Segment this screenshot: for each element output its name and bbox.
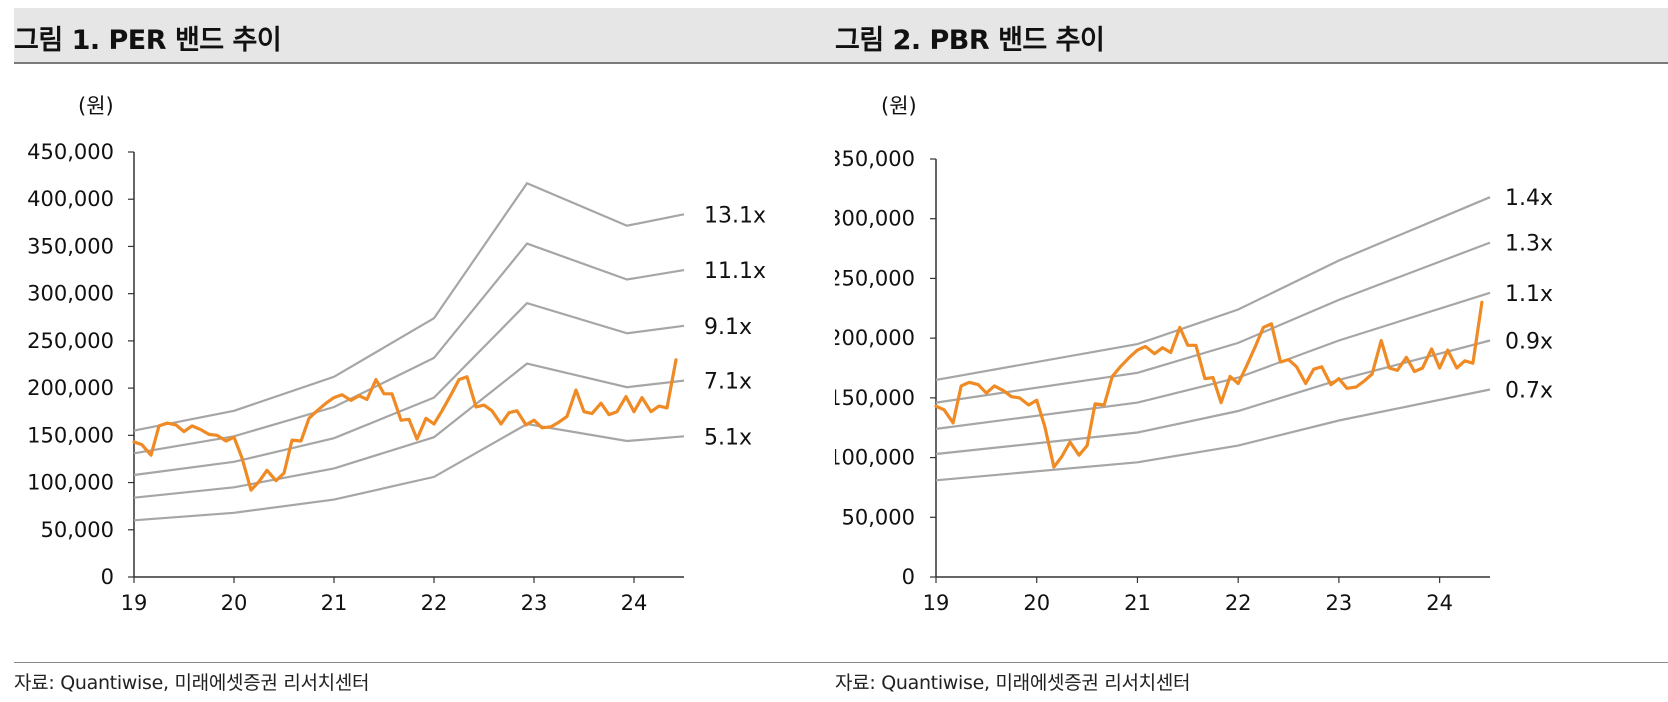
y-tick-label: 150,000	[27, 423, 114, 447]
y-tick-label: 250,000	[27, 329, 114, 353]
y-tick-label: 100,000	[27, 471, 114, 495]
band-line-1-3x	[935, 241, 1491, 404]
y-unit-label: (원)	[881, 94, 917, 118]
x-tick-label: 22	[421, 591, 448, 615]
y-tick-label: 350,000	[835, 147, 915, 171]
source-divider	[835, 662, 1668, 663]
y-tick-label: 200,000	[835, 326, 915, 350]
band-line-13-1x	[133, 181, 685, 432]
x-tick-label: 24	[621, 591, 648, 615]
y-tick-label: 400,000	[27, 187, 114, 211]
y-tick-label: 250,000	[835, 266, 915, 290]
y-tick-label: 0	[101, 565, 114, 589]
band-line-7-1x	[133, 362, 685, 499]
stock-price-line	[934, 300, 1484, 469]
band-label: 5.1x	[704, 425, 752, 450]
per-band-chart: (원) 0 50,000 100,000 150,000 200,000 250,000 30…	[27, 94, 766, 615]
y-tick-label: 300,000	[835, 207, 915, 231]
y-tick-label: 300,000	[27, 282, 114, 306]
source-note: 자료: Quantiwise, 미래에셋증권 리서치센터	[14, 672, 370, 694]
source-divider	[14, 662, 835, 663]
figure-title: 그림 2. PBR 밴드 추이	[835, 25, 1105, 56]
band-label: 9.1x	[704, 315, 752, 340]
x-tick-label: 19	[923, 591, 950, 615]
band-label: 1.4x	[1505, 186, 1553, 211]
pbr-band-figure: 그림 2. PBR 밴드 추이 (원) 0 50,000 100,000 150,000…	[835, 8, 1668, 698]
band-label: 13.1x	[704, 203, 766, 228]
x-tick-label: 21	[1124, 591, 1151, 615]
figure-title-bar: 그림 2. PBR 밴드 추이	[835, 8, 1668, 64]
y-tick-label: 50,000	[842, 505, 915, 529]
band-label: 0.9x	[1505, 330, 1553, 355]
x-tick-label: 20	[221, 591, 248, 615]
x-tick-label: 22	[1225, 591, 1252, 615]
band-line-1-1x	[935, 291, 1491, 430]
y-tick-label: 150,000	[835, 386, 915, 410]
x-tick-label: 19	[121, 591, 148, 615]
per-band-figure: 그림 1. PER 밴드 추이 (원) 0 50,000 100,000 150,000…	[14, 8, 835, 698]
band-label: 1.1x	[1505, 282, 1553, 307]
band-label: 1.3x	[1505, 232, 1553, 257]
band-line-9-1x	[133, 301, 685, 477]
band-label: 7.1x	[704, 370, 752, 395]
y-tick-label: 200,000	[27, 376, 114, 400]
pbr-band-chart: (원) 0 50,000 100,000 150,000 200,000 250,000 30…	[835, 94, 1553, 615]
band-label: 11.1x	[704, 259, 766, 284]
x-tick-label: 23	[1326, 591, 1353, 615]
x-tick-label: 20	[1023, 591, 1050, 615]
x-tick-label: 24	[1426, 591, 1453, 615]
y-tick-label: 0	[902, 565, 915, 589]
y-tick-label: 450,000	[27, 140, 114, 164]
figure-title: 그림 1. PER 밴드 추이	[14, 25, 282, 56]
y-tick-label: 100,000	[835, 446, 915, 470]
band-line-0-7x	[935, 388, 1491, 482]
x-tick-label: 23	[521, 591, 548, 615]
stock-price-line	[132, 358, 678, 492]
y-tick-label: 50,000	[41, 518, 114, 542]
figure-title-bar: 그림 1. PER 밴드 추이	[14, 8, 835, 64]
y-unit-label: (원)	[78, 94, 114, 118]
band-line-5-1x	[133, 422, 685, 522]
band-label: 0.7x	[1505, 378, 1553, 403]
x-tick-label: 21	[321, 591, 348, 615]
source-note: 자료: Quantiwise, 미래에셋증권 리서치센터	[835, 672, 1191, 694]
y-tick-label: 350,000	[27, 234, 114, 258]
band-line-1-4x	[935, 196, 1491, 381]
